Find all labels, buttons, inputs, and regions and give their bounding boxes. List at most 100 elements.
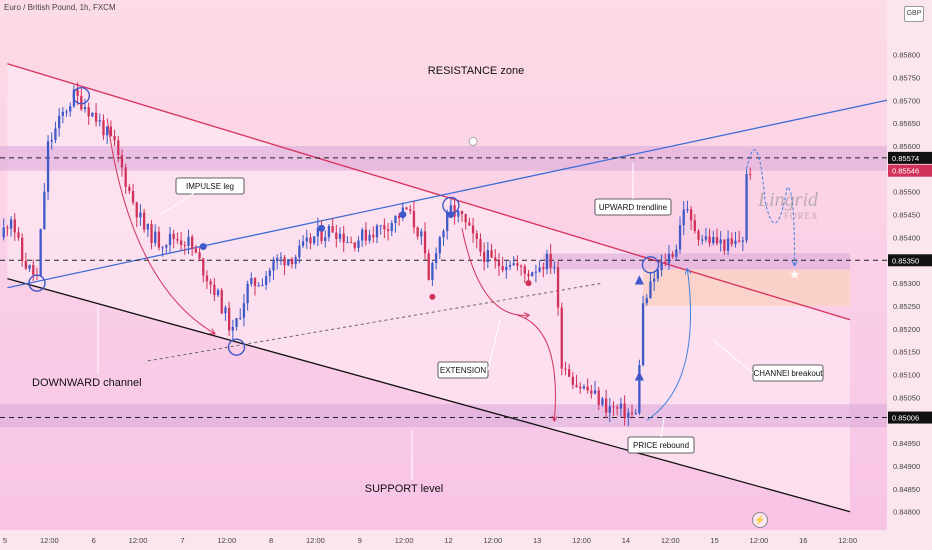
candle-body [216, 290, 220, 296]
candle-body [205, 275, 209, 282]
candle-body [57, 115, 61, 129]
candle-body [261, 284, 264, 286]
impulse-arrow [106, 118, 214, 334]
candle-body [556, 267, 560, 308]
x-tick-label: 12:00 [838, 536, 857, 545]
time-axis [0, 530, 887, 550]
candle-body [675, 249, 678, 257]
candle-body [464, 214, 467, 223]
candle-body [32, 264, 35, 275]
candle-body [568, 369, 571, 377]
candle-body [301, 241, 305, 246]
candle-body [76, 89, 79, 96]
pivot-circle [72, 87, 91, 105]
candle-body [664, 261, 667, 264]
candle-body [368, 234, 371, 241]
candle-body [741, 240, 745, 242]
lightning-icon[interactable]: ⚡ [752, 512, 768, 528]
price-label-text: 0.85546 [892, 167, 919, 176]
candle-body [486, 250, 489, 263]
x-tick-label: 12:00 [750, 536, 769, 545]
candle-body [309, 237, 312, 244]
candle-body [21, 237, 24, 262]
candle-body [531, 272, 534, 277]
x-tick-label: 8 [269, 536, 273, 545]
candle-body [39, 228, 42, 277]
candle-body [423, 231, 427, 254]
downward-label: DOWNWARD channel [32, 377, 142, 389]
candle-body [601, 398, 604, 405]
y-tick-label: 0.85600 [893, 142, 920, 151]
price-label-text: 0.85350 [892, 256, 919, 265]
upward-trendline [7, 99, 888, 289]
candle-body [693, 220, 696, 232]
candle-body [224, 307, 227, 314]
candle-body [689, 209, 693, 221]
candle-body [427, 253, 430, 280]
candle-body [327, 226, 331, 238]
candle-body [686, 209, 689, 211]
candle-body [24, 261, 28, 269]
price-label-box [888, 254, 932, 267]
x-tick-label: 12 [444, 536, 452, 545]
downward-channel-top [7, 63, 851, 321]
candle-body [128, 186, 131, 192]
price-label-text: 0.85006 [892, 414, 919, 423]
y-tick-label: 0.85300 [893, 279, 920, 288]
candle-body [715, 236, 719, 244]
x-tick-label: 15 [710, 536, 718, 545]
x-tick-label: 12:00 [306, 536, 325, 545]
candle-body [412, 210, 416, 228]
candle-body [630, 412, 634, 414]
candle-body [542, 267, 545, 270]
candle-body [671, 253, 674, 257]
candle-body [575, 384, 578, 387]
candle-body [379, 225, 382, 227]
candle-body [612, 406, 615, 408]
currency-badge[interactable]: GBP [904, 6, 924, 22]
x-tick-label: 9 [358, 536, 362, 545]
candle-body [704, 236, 708, 240]
candle-body [209, 281, 212, 285]
candle-body [154, 231, 157, 243]
candle-body [494, 257, 497, 262]
callout-line [159, 185, 206, 216]
rocket-icon: ▲ [635, 368, 645, 382]
price-label-box [888, 411, 932, 424]
x-tick-label: 12:00 [661, 536, 680, 545]
x-tick-label: 12:00 [483, 536, 502, 545]
lingrid-logo: Lingrid FOREX [758, 190, 818, 221]
impulse-label-box [175, 177, 245, 195]
candle-body [586, 386, 589, 391]
candle-body [357, 240, 360, 248]
upward-label: UPWARD trendline [599, 203, 668, 212]
candle-body [682, 209, 685, 226]
candle-body [667, 253, 671, 264]
candle-body [516, 263, 519, 266]
x-tick-label: 14 [622, 536, 630, 545]
candle-body [102, 120, 105, 136]
candle-body [579, 386, 582, 389]
candle-body [726, 238, 730, 251]
candle-body [471, 225, 475, 234]
candle-body [364, 229, 368, 241]
trend-dot [399, 211, 407, 219]
candle-body [560, 307, 563, 369]
candle-body [497, 261, 501, 267]
breakout-band [543, 253, 851, 270]
candle-body [501, 266, 504, 271]
candle-body [349, 242, 353, 244]
candle-body [43, 191, 46, 229]
candle-body [272, 261, 275, 271]
rocket-icon: ▲ [635, 272, 645, 286]
candle-body [94, 112, 98, 122]
candle-body [294, 257, 297, 264]
candle-body [131, 191, 135, 203]
candle-body [372, 234, 375, 238]
marker-dot [525, 280, 532, 287]
pivot-circle [227, 338, 246, 356]
y-tick-label: 0.84950 [893, 439, 920, 448]
candle-body [142, 212, 146, 230]
candle-body [150, 224, 153, 243]
